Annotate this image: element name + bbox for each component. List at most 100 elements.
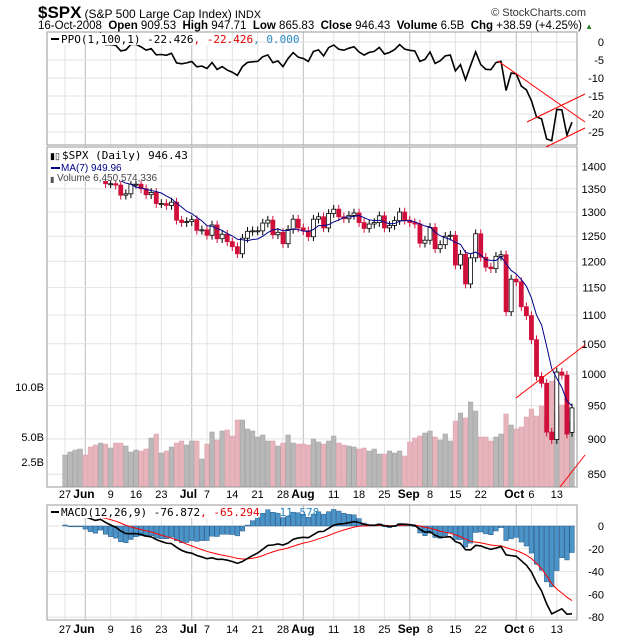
volume-bar bbox=[518, 426, 524, 488]
candle-body bbox=[483, 256, 489, 268]
candle-body bbox=[245, 230, 250, 239]
macd-histogram-bar bbox=[478, 525, 484, 533]
date-tick-label: Oct bbox=[504, 487, 524, 501]
date-tick-label: Sep bbox=[398, 622, 420, 636]
macd-legend-hist: , -11.578 bbox=[260, 506, 320, 519]
volume-bar bbox=[108, 447, 114, 488]
volume-bar bbox=[361, 447, 367, 488]
volume-tick-label: 10.0B bbox=[15, 382, 44, 394]
high-value: 947.71 bbox=[211, 20, 247, 32]
volume-bar bbox=[351, 446, 357, 488]
volume-bar bbox=[321, 443, 327, 488]
macd-histogram-bar bbox=[427, 525, 433, 534]
date-tick-label: 28 bbox=[277, 489, 289, 501]
candle-body bbox=[148, 192, 154, 196]
price-tick-label: 1400 bbox=[582, 161, 606, 173]
macd-histogram-bar bbox=[533, 525, 540, 565]
macd-line bbox=[64, 513, 573, 616]
macd-legend-signal: , -65.294 bbox=[200, 506, 260, 519]
macd-histogram-bar bbox=[128, 525, 134, 540]
ppo-panel-border bbox=[46, 31, 578, 146]
ppo-tick-label: -25 bbox=[588, 127, 604, 139]
price-legend: ▮▯ $SPX (Daily) 946.43 MA(7) 949.96 ▮ Vo… bbox=[48, 148, 188, 184]
candle-body bbox=[184, 221, 190, 224]
volume-bar bbox=[214, 439, 220, 488]
candle-body bbox=[250, 230, 255, 233]
candle-body bbox=[534, 339, 539, 377]
candle-body bbox=[488, 266, 494, 270]
macd-histogram-bar bbox=[321, 513, 327, 527]
candle-body bbox=[427, 227, 433, 241]
macd-histogram-bar bbox=[163, 525, 169, 540]
date-tick-label: 16 bbox=[130, 489, 142, 501]
date-tick-label: 23 bbox=[155, 624, 167, 636]
volume-bar bbox=[417, 435, 423, 488]
macd-histogram-bar bbox=[305, 517, 311, 527]
macd-histogram-bar bbox=[158, 525, 164, 539]
date-tick-label: 25 bbox=[378, 489, 390, 501]
macd-histogram-bar bbox=[108, 525, 114, 537]
volume-bar bbox=[422, 432, 428, 488]
open-value: 909.53 bbox=[140, 20, 177, 32]
volume-bar bbox=[310, 438, 316, 488]
volume-bar bbox=[265, 440, 271, 488]
candle-body bbox=[549, 431, 555, 441]
chart-header: $SPX (S&P 500 Large Cap Index) INDX © St… bbox=[38, 2, 618, 32]
copyright: © StockCharts.com bbox=[491, 7, 586, 19]
macd-histogram-bar bbox=[523, 525, 529, 547]
ma7-line bbox=[95, 170, 573, 407]
macd-histogram-bar bbox=[67, 525, 73, 528]
macd-histogram-bar bbox=[204, 525, 210, 541]
macd-histogram-bar bbox=[498, 525, 504, 528]
macd-histogram-bar bbox=[179, 525, 185, 543]
volume-bar bbox=[427, 430, 433, 488]
candle-body bbox=[169, 201, 174, 206]
candle-body bbox=[128, 183, 134, 195]
ppo-trendline-down bbox=[497, 60, 586, 123]
volume-bar bbox=[173, 442, 180, 488]
ppo-trendline-up-upper bbox=[526, 93, 586, 123]
macd-histogram-bar bbox=[518, 525, 524, 543]
macd-histogram-bar bbox=[275, 513, 281, 527]
candle-body bbox=[458, 253, 463, 266]
volume-value: 6.5B bbox=[440, 20, 465, 32]
volume-bar bbox=[473, 410, 479, 488]
volume-bar bbox=[341, 444, 347, 488]
macd-histogram-bar bbox=[92, 525, 98, 534]
date-tick-label: 8 bbox=[427, 624, 433, 636]
candle-body bbox=[529, 315, 534, 341]
macd-panel bbox=[62, 509, 575, 616]
volume-bar bbox=[148, 437, 154, 488]
volume-bar bbox=[371, 448, 377, 488]
candle-body bbox=[397, 211, 403, 222]
candle-body bbox=[224, 233, 230, 243]
candle-body bbox=[518, 281, 524, 308]
macd-histogram-bar bbox=[336, 510, 342, 527]
macd-legend-name: MACD(12,26,9) bbox=[61, 506, 147, 519]
volume-bars bbox=[62, 380, 575, 488]
macd-histogram-bar bbox=[457, 525, 464, 540]
candle-body bbox=[270, 219, 276, 236]
volume-bar bbox=[255, 436, 261, 488]
volume-bar bbox=[77, 448, 83, 488]
date-tick-label: Oct bbox=[504, 622, 524, 636]
price-panel bbox=[62, 160, 575, 444]
macd-histogram-bar bbox=[194, 525, 200, 542]
price-tick-label: 850 bbox=[588, 469, 606, 481]
chg-value: +38.59 (+4.25%) bbox=[496, 20, 582, 32]
candle-body bbox=[569, 407, 575, 433]
volume-bar bbox=[270, 440, 276, 488]
date-tick-label: 15 bbox=[449, 489, 461, 501]
volume-bar bbox=[528, 408, 534, 488]
candle-body bbox=[387, 225, 392, 229]
candle-body bbox=[118, 184, 124, 196]
macd-histogram-bar bbox=[250, 520, 256, 527]
macd-histogram-bar bbox=[564, 525, 570, 561]
candle-body bbox=[209, 224, 215, 236]
low-value: 865.83 bbox=[279, 20, 315, 32]
date-tick-label: 22 bbox=[475, 489, 487, 501]
volume-bar bbox=[153, 433, 159, 488]
candle-body bbox=[143, 188, 149, 196]
candle-body bbox=[295, 218, 301, 229]
macd-histogram-bar bbox=[539, 525, 545, 571]
